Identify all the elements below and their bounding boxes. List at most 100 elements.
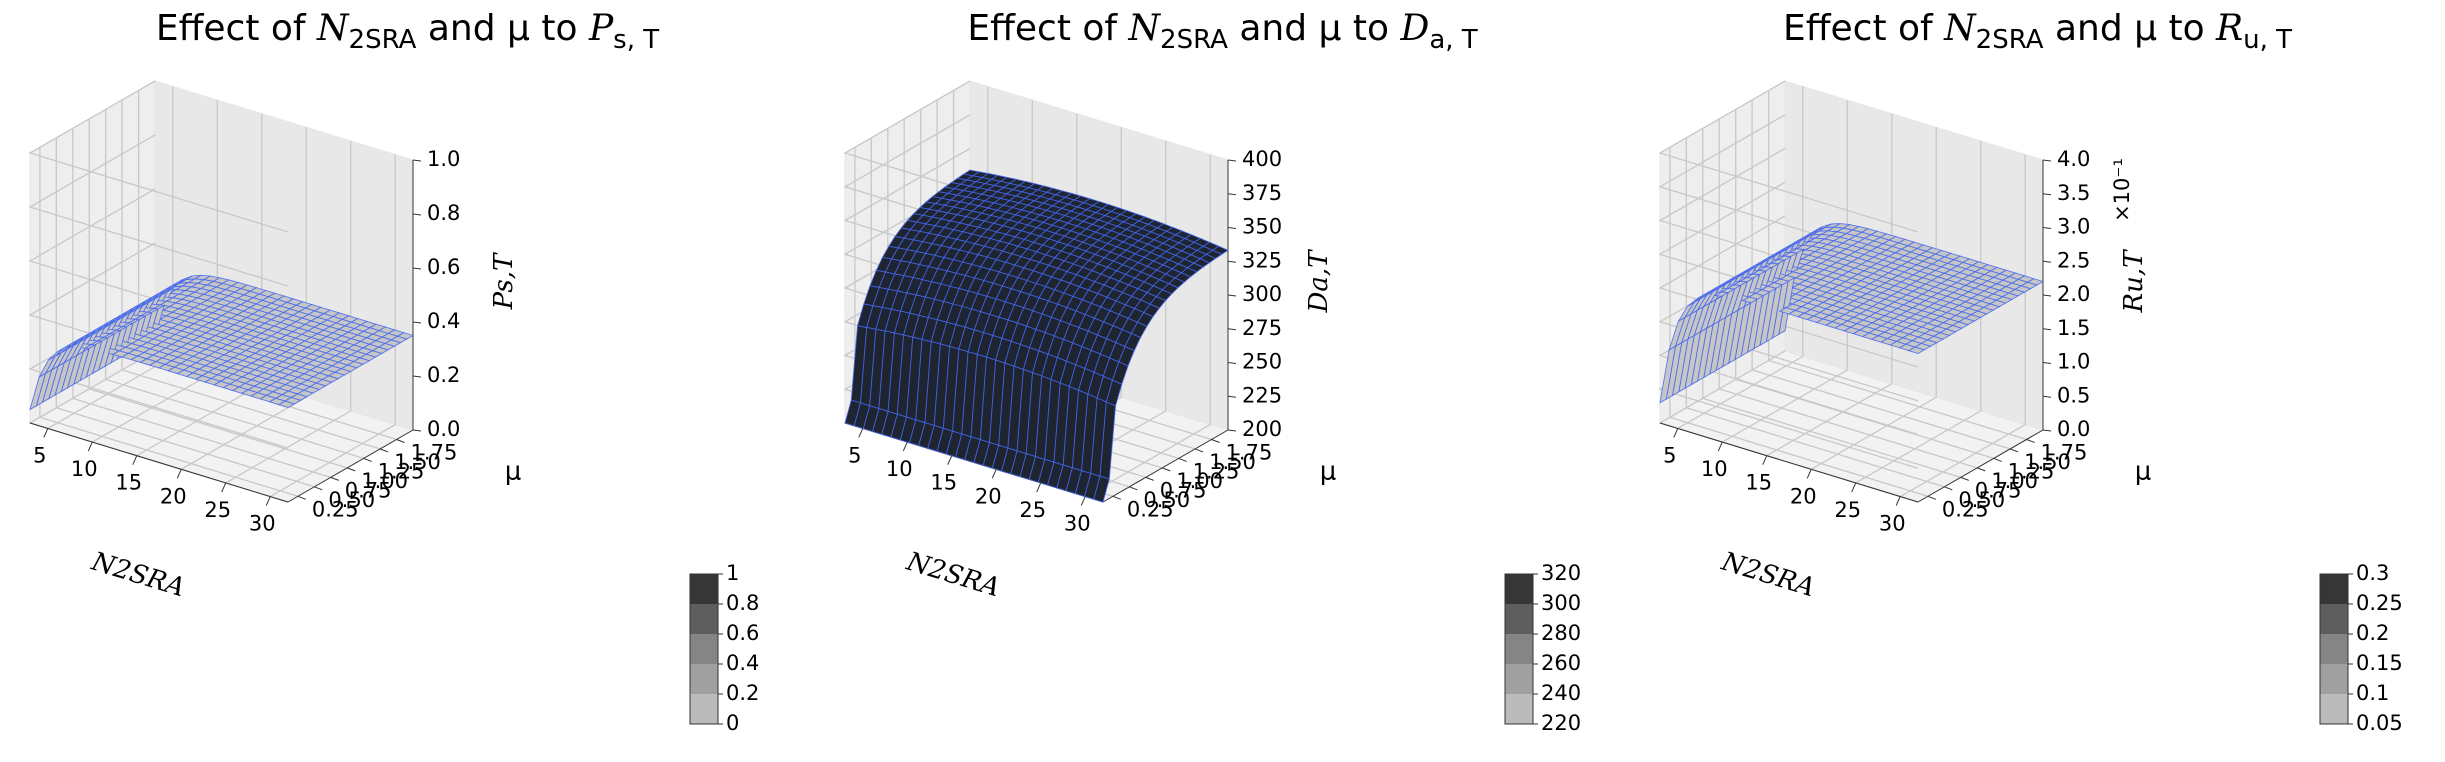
z-tick-mark	[412, 429, 422, 432]
colorbar-band	[690, 604, 718, 634]
y-tick-label: 0.75	[1975, 478, 2022, 502]
colorbar-tick-label: 220	[1541, 711, 1581, 735]
x-tick-mark	[176, 469, 182, 479]
grid-line	[1658, 215, 1919, 368]
y-tick-mark	[2026, 439, 2035, 443]
y-tick-mark	[363, 457, 372, 462]
grid-line	[1855, 140, 1982, 484]
z-tick-label: 3.5	[2057, 181, 2090, 205]
colorbar-band	[2320, 664, 2348, 694]
chart-canvas: 510152025300.250.500.751.001.251.501.750…	[1658, 80, 2403, 735]
y-tick-mark	[1145, 476, 1154, 481]
colorbar-tick-label: 0.2	[726, 681, 759, 705]
x-tick-label: 10	[886, 457, 913, 481]
chart-panel-ru: Effect of N2SRA and μ to Ru, T 5 10 15 20 25…	[1630, 0, 2445, 762]
z-tick-label: 0.4	[427, 309, 460, 333]
x-axis-label: N2SRA	[87, 546, 188, 603]
y-tick-label: 1.00	[361, 469, 408, 493]
y-tick-mark	[347, 467, 356, 472]
y-tick-label: 1.75	[1226, 440, 1273, 464]
z-axis-label: Ps,T	[489, 252, 519, 310]
colorbar-tick-label: 1	[726, 561, 739, 585]
x-tick-mark	[265, 496, 271, 506]
y-tick-mark	[1129, 486, 1138, 491]
y-axis-label: μ	[2135, 457, 2152, 487]
z-tick-mark	[2042, 159, 2052, 162]
z-tick-label: 350	[1242, 215, 1282, 239]
x-tick-mark	[991, 469, 997, 479]
y-axis-line	[1102, 429, 1229, 503]
x-tick-label: 15	[1745, 471, 1772, 495]
x-tick-mark	[87, 441, 93, 452]
z-tick-mark	[412, 375, 422, 378]
z-tick-label: 250	[1242, 350, 1282, 374]
z-tick-mark	[2042, 193, 2052, 196]
y-tick-label: 1.00	[1991, 469, 2038, 493]
z-axis-label: Ru,T	[2119, 249, 2149, 314]
y-tick-label: 1.00	[1176, 469, 1223, 493]
colorbar-band	[690, 634, 718, 664]
chart-title: Effect of N2SRA and μ to Da, T	[967, 8, 1478, 56]
z-tick-mark	[2042, 328, 2052, 331]
z-tick-label: 1.0	[2057, 350, 2090, 374]
y-tick-label: 1.50	[1209, 450, 1256, 474]
y-tick-mark	[1993, 457, 2002, 462]
x-tick-label: 5	[33, 443, 46, 467]
surface-facet	[1907, 346, 1926, 354]
y-tick-label: 0.75	[345, 478, 392, 502]
z-tick-label: 325	[1242, 248, 1282, 272]
chart-canvas: 510152025300.250.500.751.001.251.501.752…	[843, 80, 1581, 735]
y-tick-label: 1.25	[2008, 459, 2055, 483]
z-tick-label: 0.2	[427, 363, 460, 387]
x-tick-label: 20	[160, 484, 187, 508]
z-tick-label: 2.0	[2057, 282, 2090, 306]
chart-title: Effect of N2SRA and μ to Ps, T	[155, 8, 660, 56]
surface-facet	[277, 400, 296, 408]
z-tick-mark	[2042, 395, 2052, 398]
x-tick-label: 15	[115, 471, 142, 495]
y-tick-label: 1.50	[394, 450, 441, 474]
colorbar-tick-label: 0.4	[726, 651, 759, 675]
colorbar-tick-label: 280	[1541, 621, 1581, 645]
colorbar: 0.05 0.1 0.15 0.2 0.25 0.3	[2319, 561, 2403, 735]
y-tick-mark	[379, 448, 389, 453]
y-tick-label: 0.75	[1160, 478, 1207, 502]
grid-line	[28, 134, 289, 287]
colorbar-band	[1505, 604, 1533, 634]
z-tick-mark	[412, 267, 422, 270]
x-tick-mark	[1895, 496, 1901, 506]
z-tick-label: 4.0	[2057, 147, 2090, 171]
colorbar-band	[2320, 574, 2348, 604]
x-tick-label: 25	[1019, 498, 1046, 522]
colorbar-tick-label: 0.8	[726, 591, 759, 615]
z-tick-label: 0.6	[427, 255, 460, 279]
x-tick-label: 30	[1879, 512, 1906, 536]
colorbar-tick-label: 300	[1541, 591, 1581, 615]
z-tick-mark	[2042, 227, 2052, 229]
y-tick-label: 0.25	[1942, 497, 1989, 521]
colorbar-tick-label: 0.3	[2356, 561, 2389, 585]
z-tick-label: 400	[1242, 147, 1282, 171]
surface	[29, 274, 415, 411]
z-tick-mark	[2042, 260, 2052, 263]
x-tick-mark	[1762, 455, 1768, 465]
x-tick-mark	[1851, 482, 1857, 493]
z-tick-mark	[1227, 429, 1237, 432]
x-tick-mark	[902, 441, 908, 452]
z-tick-label: 0.8	[427, 201, 460, 225]
y-tick-mark	[1178, 457, 1187, 462]
z-tick-mark	[1227, 227, 1237, 229]
y-tick-label: 0.50	[1958, 488, 2005, 512]
z-tick-label: 275	[1242, 316, 1282, 340]
y-tick-mark	[1211, 439, 1220, 443]
y-tick-label: 1.50	[2024, 450, 2071, 474]
colorbar-tick-label: 260	[1541, 651, 1581, 675]
grid-line	[1810, 127, 1937, 470]
y-tick-mark	[314, 486, 323, 491]
x-tick-mark	[947, 455, 953, 465]
z-tick-mark	[2042, 294, 2052, 297]
x-axis-label: N2SRA	[902, 546, 1003, 603]
x-tick-label: 25	[1834, 498, 1861, 522]
x-tick-label: 20	[975, 484, 1002, 508]
